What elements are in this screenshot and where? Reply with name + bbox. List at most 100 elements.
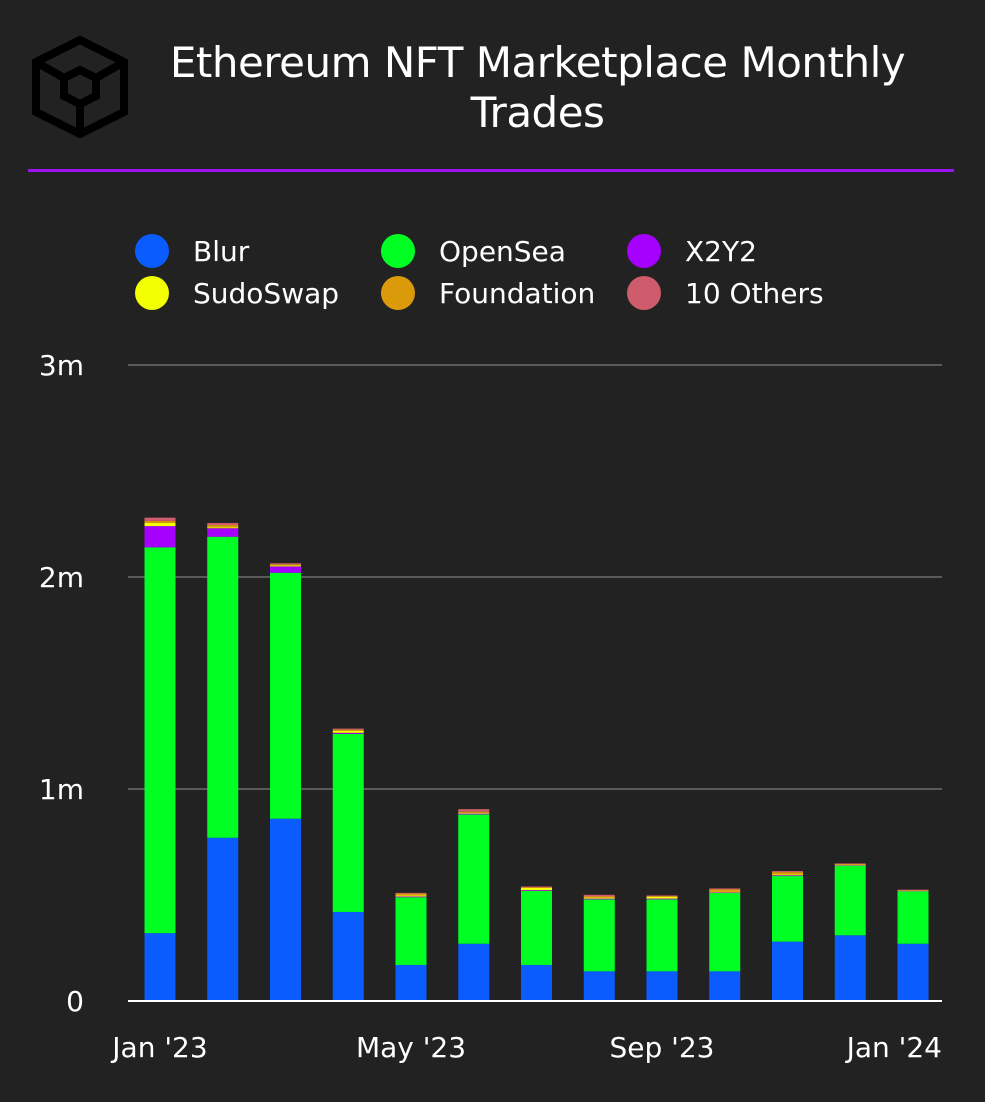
bar-segment-x2y2[interactable] xyxy=(395,896,427,898)
legend-swatch-x2y2 xyxy=(627,234,661,268)
bar-segment-10-others[interactable] xyxy=(207,522,239,526)
bar-segment-x2y2[interactable] xyxy=(583,898,615,900)
bar-segment-foundation[interactable] xyxy=(207,525,239,528)
bar-group-mar-23[interactable] xyxy=(270,563,301,1001)
bar-segment-x2y2[interactable] xyxy=(332,732,364,734)
legend-item-sudoswap[interactable]: SudoSwap xyxy=(135,275,339,311)
bar-group-jan-23[interactable] xyxy=(144,517,176,1001)
bar-segment-blur[interactable] xyxy=(646,971,678,1001)
y-tick-label: 2m xyxy=(39,561,84,594)
bar-segment-foundation[interactable] xyxy=(458,811,490,813)
bar-segment-10-others[interactable] xyxy=(646,895,678,897)
bar-segment-foundation[interactable] xyxy=(709,889,741,892)
bar-segment-foundation[interactable] xyxy=(270,564,301,566)
bar-segment-blur[interactable] xyxy=(458,943,490,1001)
bar-segment-10-others[interactable] xyxy=(270,563,301,565)
legend-label-sudoswap: SudoSwap xyxy=(193,276,340,310)
bar-segment-x2y2[interactable] xyxy=(646,898,678,900)
bar-group-jun-23[interactable] xyxy=(458,809,490,1001)
y-tick-label: 0 xyxy=(66,985,84,1018)
bar-segment-10-others[interactable] xyxy=(395,892,427,894)
bar-segment-10-others[interactable] xyxy=(332,728,364,730)
bar-segment-10-others[interactable] xyxy=(144,517,176,521)
bar-segment-10-others[interactable] xyxy=(583,894,615,897)
bar-segment-sudoswap[interactable] xyxy=(207,527,239,529)
bar-segment-10-others[interactable] xyxy=(521,886,552,888)
bar-segment-x2y2[interactable] xyxy=(458,813,490,815)
bar-segment-x2y2[interactable] xyxy=(521,890,552,891)
x-tick-label: Jan '24 xyxy=(845,1031,942,1064)
bar-segment-blur[interactable] xyxy=(834,935,866,1001)
bar-segment-opensea[interactable] xyxy=(646,899,678,972)
bar-segment-10-others[interactable] xyxy=(458,809,490,812)
bar-segment-blur[interactable] xyxy=(772,941,803,1001)
bar-segment-blur[interactable] xyxy=(395,964,427,1001)
bar-group-dec-23[interactable] xyxy=(834,863,866,1001)
bar-segment-opensea[interactable] xyxy=(772,875,803,942)
bar-segment-opensea[interactable] xyxy=(897,890,929,944)
bar-segment-x2y2[interactable] xyxy=(207,528,239,537)
bar-segment-foundation[interactable] xyxy=(646,896,678,897)
bar-segment-sudoswap[interactable] xyxy=(270,565,301,567)
bar-segment-10-others[interactable] xyxy=(897,889,929,891)
bar-segment-blur[interactable] xyxy=(207,837,239,1001)
bar-segment-10-others[interactable] xyxy=(834,863,866,865)
bar-group-nov-23[interactable] xyxy=(772,871,803,1001)
bar-segment-sudoswap[interactable] xyxy=(834,864,866,866)
bar-group-apr-23[interactable] xyxy=(332,728,364,1001)
bar-segment-foundation[interactable] xyxy=(521,886,552,889)
bar-segment-foundation[interactable] xyxy=(772,872,803,875)
bar-segment-sudoswap[interactable] xyxy=(583,897,615,899)
bar-segment-sudoswap[interactable] xyxy=(709,891,741,893)
bar-group-jul-23[interactable] xyxy=(521,886,552,1001)
bar-segment-foundation[interactable] xyxy=(583,896,615,898)
bar-segment-opensea[interactable] xyxy=(270,572,301,819)
bar-segment-foundation[interactable] xyxy=(395,893,427,896)
bar-group-aug-23[interactable] xyxy=(583,894,615,1001)
bar-segment-foundation[interactable] xyxy=(834,864,866,865)
legend-item-blur[interactable]: Blur xyxy=(135,233,249,269)
bar-segment-sudoswap[interactable] xyxy=(395,895,427,897)
bar-segment-sudoswap[interactable] xyxy=(772,874,803,876)
legend-item-foundation[interactable]: Foundation xyxy=(381,275,595,311)
bar-segment-blur[interactable] xyxy=(144,933,176,1001)
bar-segment-blur[interactable] xyxy=(332,911,364,1001)
bar-segment-opensea[interactable] xyxy=(395,897,427,965)
bar-group-may-23[interactable] xyxy=(395,892,427,1001)
bar-segment-x2y2[interactable] xyxy=(709,892,741,894)
bar-segment-sudoswap[interactable] xyxy=(332,730,364,733)
bar-segment-opensea[interactable] xyxy=(583,899,615,972)
bar-segment-opensea[interactable] xyxy=(458,814,490,944)
bar-segment-10-others[interactable] xyxy=(772,871,803,873)
bar-segment-sudoswap[interactable] xyxy=(144,522,176,527)
bar-segment-x2y2[interactable] xyxy=(144,526,176,548)
bar-segment-opensea[interactable] xyxy=(207,536,239,838)
bar-segment-sudoswap[interactable] xyxy=(458,812,490,814)
bar-segment-foundation[interactable] xyxy=(897,890,929,891)
bar-segment-opensea[interactable] xyxy=(332,733,364,912)
legend-item-opensea[interactable]: OpenSea xyxy=(381,233,566,269)
bar-segment-blur[interactable] xyxy=(521,964,552,1001)
legend-item-10-others[interactable]: 10 Others xyxy=(627,275,824,311)
bar-group-jan-24[interactable] xyxy=(897,889,929,1001)
bar-segment-opensea[interactable] xyxy=(709,892,741,972)
bar-segment-blur[interactable] xyxy=(270,818,301,1001)
bar-group-feb-23[interactable] xyxy=(207,522,239,1001)
bar-segment-foundation[interactable] xyxy=(332,729,364,731)
bar-segment-10-others[interactable] xyxy=(709,888,741,890)
bar-segment-x2y2[interactable] xyxy=(270,566,301,573)
bar-segment-x2y2[interactable] xyxy=(834,864,866,866)
bar-segment-foundation[interactable] xyxy=(144,520,176,523)
bar-segment-x2y2[interactable] xyxy=(772,875,803,877)
bar-segment-sudoswap[interactable] xyxy=(521,888,552,891)
bar-segment-opensea[interactable] xyxy=(144,547,176,934)
bar-group-oct-23[interactable] xyxy=(709,888,741,1001)
bar-segment-opensea[interactable] xyxy=(834,865,866,936)
bar-segment-sudoswap[interactable] xyxy=(646,896,678,899)
bar-segment-blur[interactable] xyxy=(897,943,929,1001)
bar-group-sep-23[interactable] xyxy=(646,895,678,1001)
bar-segment-blur[interactable] xyxy=(709,971,741,1001)
bar-segment-blur[interactable] xyxy=(583,971,615,1001)
bar-segment-opensea[interactable] xyxy=(521,890,552,965)
legend-item-x2y2[interactable]: X2Y2 xyxy=(627,233,757,269)
